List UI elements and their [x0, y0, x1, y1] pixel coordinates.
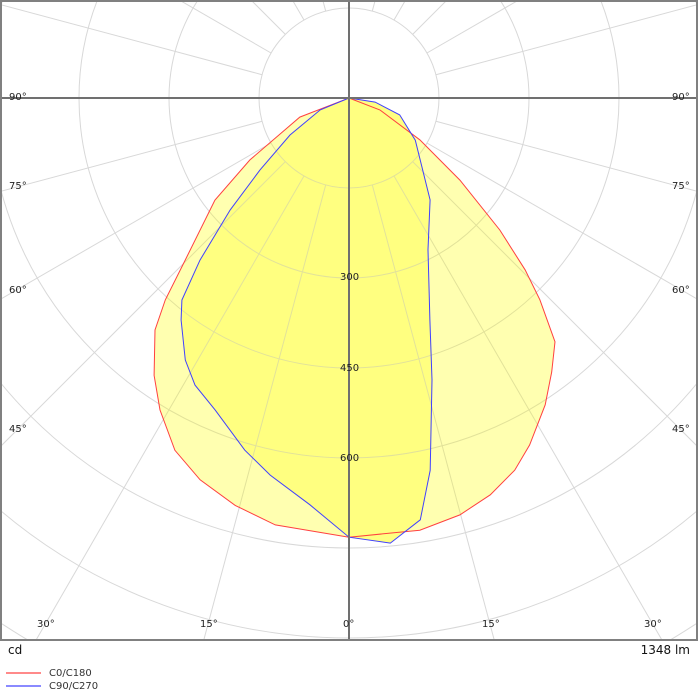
grid-ray [179, 1, 272, 54]
grid-ray [412, 1, 447, 35]
grid-ray [412, 161, 555, 544]
grid-ray [393, 1, 406, 21]
curve-c0-c180 [153, 97, 556, 538]
grid-ray [154, 161, 286, 544]
grid-ray [0, 0, 271, 53]
angle-label-left-75: 75° [9, 181, 27, 192]
grid-ray [0, 0, 262, 75]
angle-label-bottom-0: 0° [343, 619, 355, 630]
angle-label-left-90: 90° [9, 92, 27, 103]
unit-lumen-total: 1348 lm [640, 643, 690, 657]
grid-ray [427, 0, 700, 53]
grid-ray [426, 142, 697, 300]
angle-label-bottom-30-left: 30° [37, 619, 55, 630]
angle-label-right-75: 75° [672, 181, 690, 192]
angle-label-right-45: 45° [672, 424, 690, 435]
angle-label-left-45: 45° [9, 424, 27, 435]
radial-label-300: 300 [340, 272, 360, 283]
legend-item-c90-c270: C90/C270 [6, 680, 98, 692]
unit-candela: cd [8, 643, 23, 657]
grid-ray [1, 4, 263, 76]
chart-frame [0, 0, 698, 641]
radial-label-600: 600 [340, 453, 360, 464]
grid-ray [435, 120, 697, 192]
legend-label: C90/C270 [49, 680, 99, 692]
legend-label: C0/C180 [49, 667, 92, 679]
legend-swatch-red [6, 672, 41, 674]
intensity-curves [154, 98, 555, 544]
angle-label-right-60: 60° [672, 285, 690, 296]
angle-label-right-90: 90° [672, 92, 690, 103]
fill-c90-c270 [181, 98, 432, 544]
grid-ray [435, 4, 697, 76]
grid-ray [371, 184, 555, 544]
grid-ray [1, 142, 272, 300]
grid-ray [426, 1, 519, 54]
grid-ray [436, 0, 700, 75]
grid-ray [251, 1, 286, 35]
radial-label-450: 450 [340, 363, 360, 374]
grid-ray [154, 175, 305, 544]
grid-ray [413, 0, 700, 34]
angle-label-bottom-15-right: 15° [482, 619, 500, 630]
grid-ray [394, 0, 700, 20]
curve-c90-c270 [180, 97, 433, 544]
grid-ray [1, 120, 263, 192]
angle-label-left-60: 60° [9, 285, 27, 296]
grid-ray [154, 184, 327, 544]
grid-ray [0, 0, 285, 34]
angle-label-bottom-30-right: 30° [644, 619, 662, 630]
grid-ray [393, 175, 555, 544]
legend-swatch-blue [6, 685, 41, 687]
angle-label-bottom-15-left: 15° [200, 619, 218, 630]
legend-item-c0-c180: C0/C180 [6, 667, 92, 679]
